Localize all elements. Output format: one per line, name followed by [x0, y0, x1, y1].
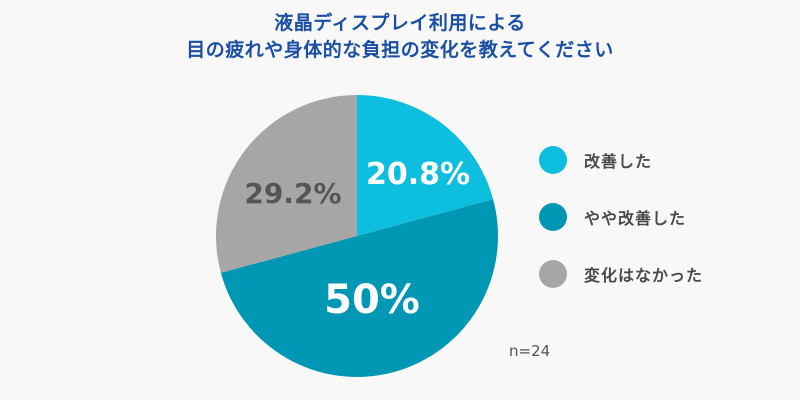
legend-label-somewhat-improved: やや改善した — [584, 209, 687, 228]
legend-item-improved: 改善した — [539, 146, 703, 174]
legend-swatch-somewhat-improved — [539, 203, 567, 231]
sample-size-label: n=24 — [509, 342, 551, 360]
slice-somewhat-improved — [220, 199, 498, 377]
legend-item-no-change: 変化はなかった — [539, 260, 703, 288]
chart-title-line2: 目の疲れや身体的な負担の変化を教えてください — [186, 39, 614, 61]
chart-title-line1: 液晶ディスプレイ利用による — [274, 12, 526, 34]
legend-label-improved: 改善した — [584, 152, 653, 171]
slice-label-somewhat-improved: 50% — [324, 277, 420, 323]
legend-swatch-no-change — [539, 260, 567, 288]
slice-improved — [357, 95, 494, 236]
legend: 改善した やや改善した 変化はなかった — [539, 146, 703, 317]
chart-title: 液晶ディスプレイ利用による 目の疲れや身体的な負担の変化を教えてください — [0, 10, 800, 64]
legend-item-somewhat-improved: やや改善した — [539, 203, 703, 231]
legend-label-no-change: 変化はなかった — [584, 266, 704, 285]
legend-swatch-improved — [539, 146, 567, 174]
slice-label-no-change: 29.2% — [244, 177, 341, 210]
slice-label-improved: 20.8% — [366, 157, 470, 192]
slice-no-change — [216, 95, 357, 273]
